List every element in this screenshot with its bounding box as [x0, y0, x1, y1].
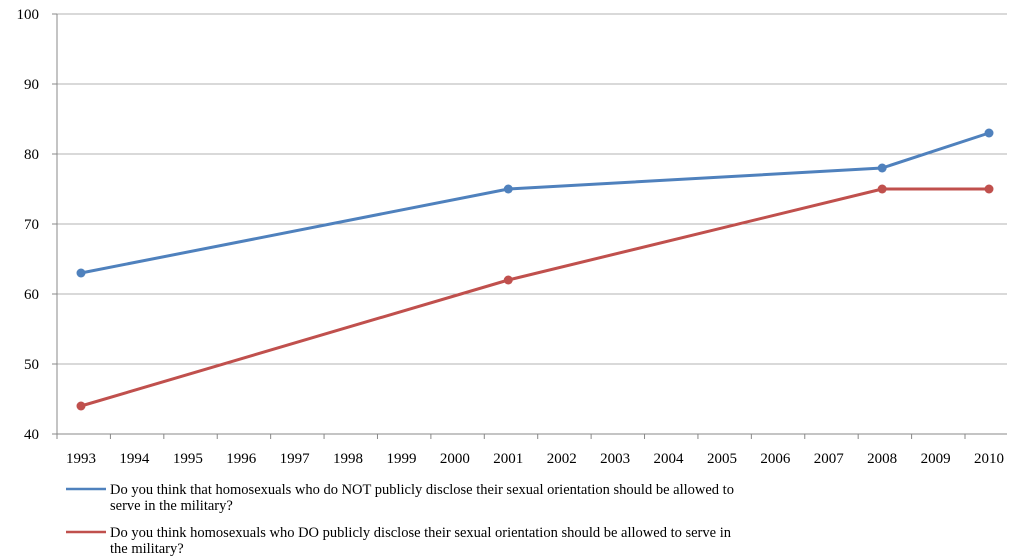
series-points — [76, 128, 994, 411]
axes: 40 50 60 70 80 90 100 1993 1994 1995 1996 1997 1998 1… — [17, 7, 1007, 467]
y-tick-label: 60 — [24, 287, 39, 303]
data-point — [76, 268, 86, 278]
x-tick-label: 2009 — [921, 451, 951, 467]
x-tick-label: 1995 — [173, 451, 203, 467]
x-tick-label: 1993 — [66, 451, 96, 467]
x-tick-label: 1996 — [226, 451, 257, 467]
x-tick-label: 1997 — [280, 451, 311, 467]
series-lines — [80, 131, 990, 408]
series-line — [80, 187, 989, 408]
x-tick-label: 2007 — [814, 451, 845, 467]
x-tick-label: 1999 — [386, 451, 416, 467]
y-tick-label: 70 — [24, 217, 39, 233]
series-line — [80, 131, 990, 275]
data-point — [503, 275, 513, 285]
legend: Do you think that homosexuals who do NOT… — [66, 482, 734, 557]
x-tick-label: 2004 — [654, 451, 685, 467]
data-point — [984, 184, 994, 194]
x-tick-label: 2000 — [440, 451, 470, 467]
x-tick-label: 2003 — [600, 451, 630, 467]
data-point — [877, 163, 887, 173]
gridlines — [57, 13, 1007, 365]
x-tick-label: 2005 — [707, 451, 737, 467]
y-tick-label: 90 — [24, 77, 39, 93]
data-point — [76, 401, 86, 411]
x-tick-label: 1994 — [119, 451, 150, 467]
y-tick-label: 100 — [17, 7, 40, 23]
legend-label: the military? — [110, 541, 184, 557]
legend-label: Do you think homosexuals who DO publicly… — [110, 525, 732, 541]
x-tick-label: 2001 — [493, 451, 523, 467]
data-point — [984, 128, 994, 138]
x-tick-label: 2008 — [867, 451, 897, 467]
legend-label: serve in the military? — [110, 498, 233, 514]
y-tick-label: 50 — [24, 357, 39, 373]
y-tick-label: 40 — [24, 427, 39, 443]
legend-label: Do you think that homosexuals who do NOT… — [110, 482, 734, 498]
x-tick-label: 2002 — [547, 451, 577, 467]
x-tick-label: 1998 — [333, 451, 363, 467]
y-tick-label: 80 — [24, 147, 39, 163]
x-tick-label: 2010 — [974, 451, 1004, 467]
data-point — [503, 184, 513, 194]
data-point — [877, 184, 887, 194]
x-tick-label: 2006 — [760, 451, 791, 467]
